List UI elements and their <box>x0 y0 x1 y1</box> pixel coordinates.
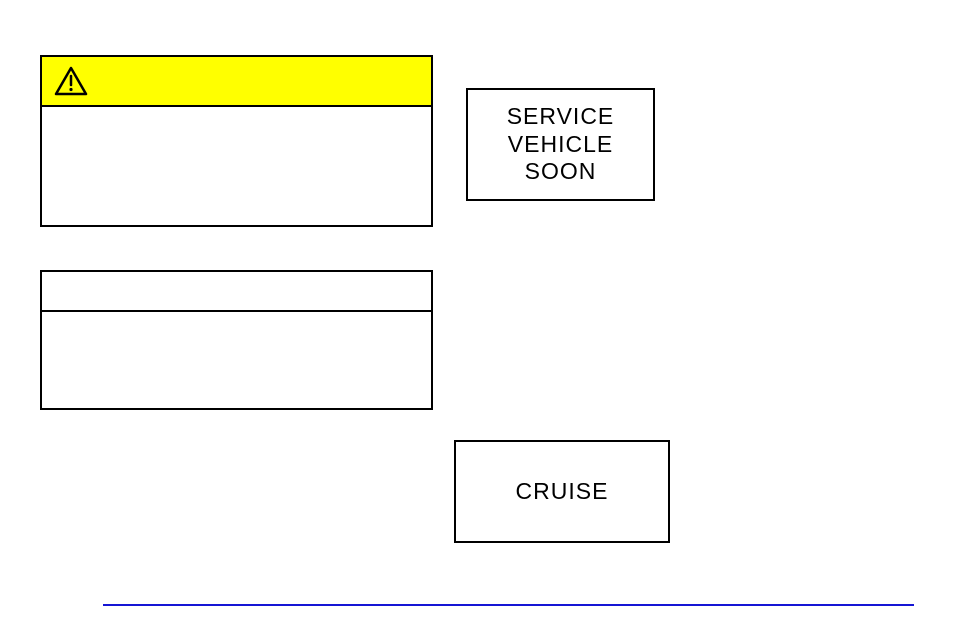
notice-box <box>40 270 433 410</box>
cruise-label: CRUISE <box>516 478 609 505</box>
notice-box-header <box>42 272 431 312</box>
service-vehicle-soon-indicator: SERVICE VEHICLE SOON <box>466 88 655 201</box>
caution-box-header <box>42 57 431 107</box>
caution-box <box>40 55 433 227</box>
service-vehicle-soon-label: SERVICE VEHICLE SOON <box>507 103 615 186</box>
page-divider <box>103 604 914 606</box>
warning-triangle-icon <box>54 66 88 96</box>
cruise-indicator: CRUISE <box>454 440 670 543</box>
